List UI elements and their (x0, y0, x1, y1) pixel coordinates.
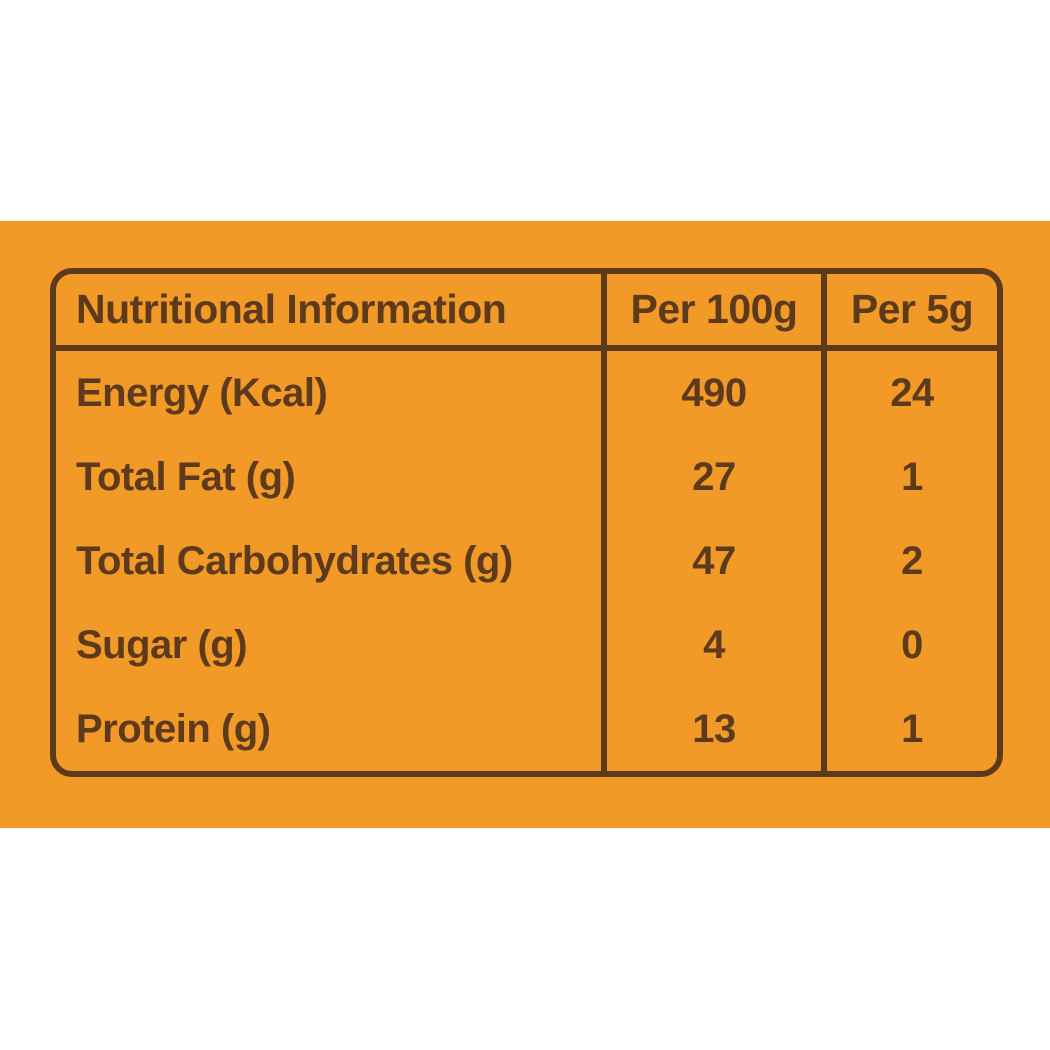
value-sugar-per-100g: 4 (607, 603, 827, 687)
header-per-100g: Per 100g (607, 274, 827, 351)
value-total-carbohydrates-per-100g: 47 (607, 519, 827, 603)
value-total-carbohydrates-per-5g: 2 (901, 538, 923, 583)
row-label-total-carbohydrates: Total Carbohydrates (g) (56, 519, 607, 603)
header-per-5g: Per 5g (827, 274, 997, 351)
row-label-protein: Protein (g) (56, 687, 607, 771)
row-label-energy: Energy (Kcal) (56, 351, 607, 435)
row-label-total-fat: Total Fat (g) (56, 435, 607, 519)
value-energy-per-5g: 24 (890, 370, 934, 415)
row-label-sugar: Sugar (g) (56, 603, 607, 687)
value-total-fat-per-100g: 27 (607, 435, 827, 519)
header-nutritional-information: Nutritional Information (56, 274, 607, 351)
value-energy-per-100g: 490 (607, 351, 827, 435)
orange-label-panel: Nutritional Information Per 100g Per 5g … (0, 221, 1050, 828)
nutrition-table: Nutritional Information Per 100g Per 5g … (50, 268, 1003, 777)
value-sugar-per-5g: 0 (901, 622, 923, 667)
value-total-fat-per-5g: 1 (901, 454, 923, 499)
value-protein-per-100g: 13 (607, 687, 827, 771)
value-protein-per-5g: 1 (901, 706, 923, 751)
